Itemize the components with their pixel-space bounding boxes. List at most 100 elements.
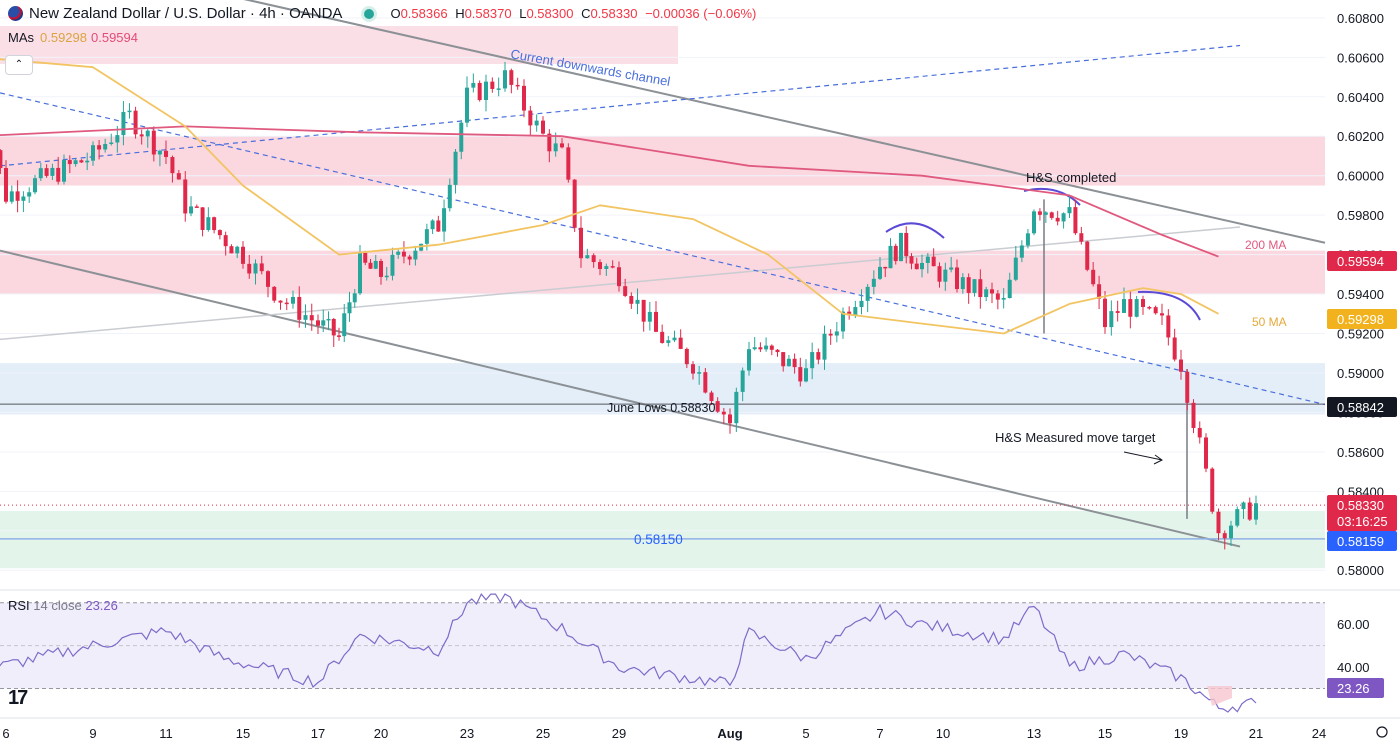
candle — [1210, 467, 1215, 514]
candle-body — [925, 256, 930, 263]
candle — [326, 311, 331, 331]
candle-body — [50, 167, 55, 176]
candle-body — [1247, 502, 1252, 520]
candle-body — [610, 266, 615, 268]
nzd-usd-flag-icon — [8, 6, 23, 21]
candle — [888, 238, 893, 269]
collapse-legend-button[interactable]: ⌃ — [5, 55, 33, 75]
time-tick-label: 21 — [1249, 726, 1263, 741]
candle-body — [67, 160, 72, 165]
candle — [871, 270, 876, 295]
candle-body — [541, 120, 545, 134]
candle-body — [847, 311, 852, 316]
candle — [56, 156, 61, 185]
price-tick-label: 0.60400 — [1337, 90, 1384, 105]
candle-body — [834, 331, 839, 336]
candle-body — [740, 370, 745, 392]
time-tick-label: 5 — [802, 726, 809, 741]
candle — [1085, 240, 1090, 272]
tradingview-logo-icon[interactable]: 17 — [8, 687, 28, 709]
candle-body — [781, 352, 786, 367]
candle — [509, 68, 514, 94]
countdown-text: 03:16:25 — [1337, 514, 1388, 529]
candle-body — [212, 217, 217, 231]
candle — [1247, 497, 1252, 521]
candle — [27, 187, 32, 204]
candle-body — [641, 299, 646, 322]
candle-body — [85, 160, 90, 163]
candle — [781, 352, 786, 372]
target-level-label: 0.58150 — [634, 532, 683, 547]
candle — [943, 262, 948, 291]
ma-legend[interactable]: MAs 0.59298 0.59594 — [8, 30, 138, 45]
candle — [966, 273, 971, 304]
candle — [223, 231, 228, 256]
time-tick-label: 25 — [536, 726, 550, 741]
candle — [758, 342, 763, 353]
ohlc-values: O0.58366 H0.58370 L0.58300 C0.58330 −0.0… — [390, 6, 757, 21]
candle-body — [1141, 299, 1145, 308]
candle — [1079, 226, 1084, 245]
price-tick-label: 0.60200 — [1337, 129, 1384, 144]
candle — [617, 261, 621, 292]
price-tick-label: 0.59800 — [1337, 208, 1384, 223]
candle-body — [321, 320, 326, 326]
candle — [547, 129, 552, 163]
candle-body — [115, 135, 120, 143]
candle — [623, 278, 628, 298]
candle — [331, 318, 336, 347]
candle-body — [326, 318, 331, 321]
candle-body — [133, 110, 138, 135]
rsi-legend[interactable]: RSI 14 close 23.26 — [8, 598, 118, 613]
candle — [641, 299, 646, 332]
market-status-icon[interactable] — [364, 8, 375, 19]
candle-body — [145, 130, 150, 137]
candle — [157, 149, 162, 167]
candle — [579, 216, 583, 268]
candle — [490, 77, 495, 93]
candle-body — [709, 392, 714, 402]
candle — [629, 292, 634, 309]
zone-mid-resistance — [0, 250, 1325, 295]
candle-body — [859, 300, 864, 308]
candle-body — [1210, 468, 1215, 512]
candle-body — [1197, 427, 1202, 438]
candle — [792, 353, 797, 374]
candle — [828, 329, 833, 345]
candle — [503, 61, 507, 92]
candle — [1172, 328, 1177, 362]
candle-body — [1067, 207, 1072, 214]
candle-body — [390, 254, 395, 276]
candle-body — [21, 196, 26, 201]
candle-body — [337, 335, 341, 337]
candle — [85, 152, 90, 171]
candle-body — [966, 277, 971, 293]
candle — [764, 337, 769, 352]
candle — [430, 219, 435, 234]
candle — [1147, 305, 1152, 310]
candle-body — [623, 286, 628, 296]
candle-body — [1134, 299, 1139, 317]
candle-body — [342, 313, 347, 337]
price-badge: 0.59298 — [1327, 309, 1397, 329]
symbol-title[interactable]: New Zealand Dollar / U.S. Dollar · 4h · … — [29, 5, 343, 22]
candle — [1109, 300, 1114, 336]
candle-body — [1222, 533, 1227, 539]
candle-body — [715, 401, 720, 412]
candle-body — [1085, 241, 1090, 270]
candle-body — [1185, 371, 1190, 403]
candle-body — [853, 307, 858, 316]
candle — [212, 216, 217, 234]
candle — [241, 241, 245, 269]
candle — [401, 241, 406, 264]
ma200-legend-value: 0.59594 — [91, 30, 138, 45]
candle — [709, 390, 714, 406]
candle-body — [553, 143, 558, 152]
candle-body — [503, 70, 507, 89]
candle — [931, 248, 936, 267]
candle — [522, 79, 526, 118]
hs-target-annotation: H&S Measured move target — [995, 430, 1156, 445]
candle — [247, 254, 252, 279]
candle-body — [534, 120, 539, 126]
